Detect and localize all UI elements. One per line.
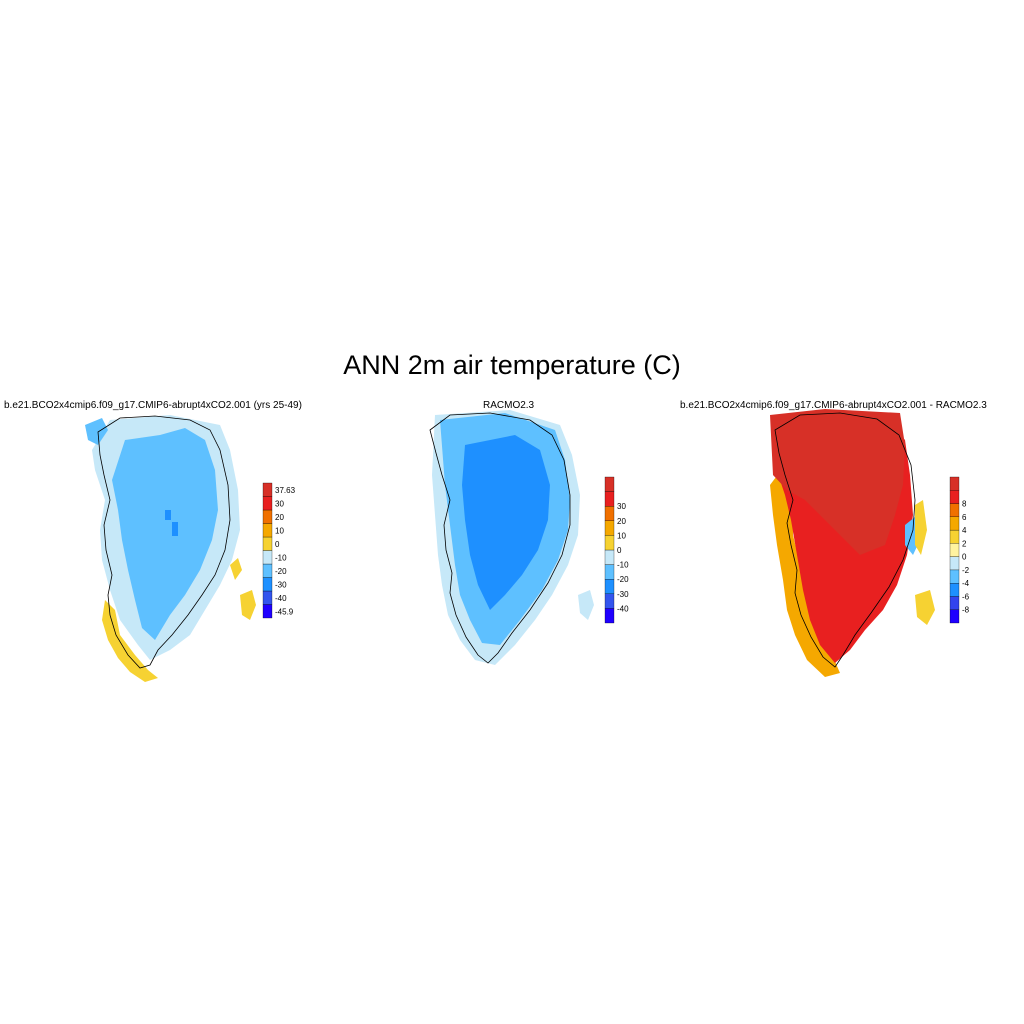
interior-cold-region — [112, 428, 218, 640]
colorbar-swatch — [949, 476, 960, 491]
figure-title: ANN 2m air temperature (C) — [343, 350, 681, 380]
eastern-warm-fringe — [230, 558, 242, 580]
colorbar-tick-label: 6 — [962, 513, 967, 522]
colorbar-tick-label: -8 — [962, 606, 970, 615]
colorbar-swatch — [949, 529, 960, 544]
map-panel-racmo: -40 -30 -20 -10 0 10 20 30 — [429, 410, 629, 665]
colorbar: -8 -6 -4 -2 0 2 4 6 8 — [949, 476, 970, 624]
coldest-cell — [165, 510, 171, 520]
colorbar-tick-label: 4 — [962, 526, 967, 535]
colorbar-swatch — [262, 482, 273, 497]
colorbar-tick-label: 30 — [275, 499, 284, 508]
colorbar-tick-label: -30 — [617, 590, 629, 599]
colorbar-swatch — [262, 577, 273, 592]
colorbar-swatch — [604, 520, 615, 536]
colorbar-swatch — [604, 593, 615, 609]
colorbar-swatch — [949, 569, 960, 584]
colorbar-tick-label: -30 — [275, 580, 287, 589]
colorbar-swatch — [604, 535, 615, 551]
colorbar: -40 -30 -20 -10 0 10 20 30 — [604, 476, 629, 624]
colorbar-swatch — [262, 604, 273, 619]
colorbar-swatch — [949, 556, 960, 571]
colorbar-swatch — [604, 506, 615, 521]
colorbar-swatch — [262, 536, 273, 551]
colorbar-swatch — [604, 476, 615, 492]
greenland-field — [432, 410, 594, 665]
colorbar-tick-label: -40 — [275, 594, 287, 603]
southern-warm-fringe — [102, 600, 158, 682]
panel-2-subtitle: RACMO2.3 — [483, 400, 535, 411]
colorbar-swatch — [949, 503, 960, 517]
colorbar-swatch — [949, 596, 960, 610]
colorbar-tick-label: 8 — [962, 500, 967, 509]
colorbar-swatch — [604, 564, 615, 580]
colorbar-tick-label: -40 — [617, 604, 629, 613]
southeast-island — [915, 590, 935, 625]
colorbar-swatch — [949, 543, 960, 557]
colorbar-swatch — [604, 608, 615, 624]
coastline — [774, 412, 916, 668]
greenland-field — [770, 409, 935, 677]
colorbar-swatch — [604, 549, 615, 565]
colorbar-tick-label: -20 — [275, 567, 287, 576]
colorbar-tick-label: -10 — [275, 553, 287, 562]
panel-1-subtitle: b.e21.BCO2x4cmip6.f09_g17.CMIP6-abrupt4x… — [4, 400, 302, 411]
colorbar-swatch — [949, 609, 960, 624]
coastline — [97, 415, 231, 669]
coldest-cell — [172, 522, 178, 536]
colorbar-tick-label: 37.63 — [275, 486, 296, 495]
colorbar-swatch — [604, 579, 615, 594]
colorbar-tick-label: -2 — [962, 566, 970, 575]
colorbar-tick-label: -20 — [617, 575, 629, 584]
colorbar-tick-label: 0 — [275, 540, 280, 549]
colorbar-tick-label: 10 — [617, 531, 626, 540]
panel-3-subtitle: b.e21.BCO2x4cmip6.f09_g17.CMIP6-abrupt4x… — [680, 400, 987, 411]
colorbar: -45.9 -40 -30 -20 -10 0 10 20 30 37.63 — [262, 482, 296, 619]
map-panel-difference: -8 -6 -4 -2 0 2 4 6 8 — [770, 409, 970, 677]
map-panel-model: -45.9 -40 -30 -20 -10 0 10 20 30 37.63 — [85, 415, 296, 682]
colorbar-swatch — [262, 590, 273, 605]
colorbar-tick-label: 10 — [275, 526, 284, 535]
eastern-yellow-strip — [915, 500, 927, 555]
coastline — [429, 412, 571, 664]
colorbar-swatch — [949, 516, 960, 531]
colorbar-tick-label: -45.9 — [275, 607, 294, 616]
interior-region-cold — [462, 435, 550, 610]
colorbar-swatch — [262, 523, 273, 538]
southeast-island — [240, 590, 256, 620]
colorbar-tick-label: 20 — [275, 513, 284, 522]
colorbar-swatch — [604, 491, 615, 507]
colorbar-tick-label: 20 — [617, 517, 626, 526]
colorbar-tick-label: 0 — [617, 546, 622, 555]
colorbar-tick-label: 2 — [962, 539, 967, 548]
margin-orange-band — [770, 465, 840, 677]
colorbar-swatch — [262, 496, 273, 511]
colorbar-tick-label: -6 — [962, 592, 970, 601]
greenland-field — [85, 415, 256, 682]
colorbar-swatch — [949, 490, 960, 504]
colorbar-swatch — [949, 583, 960, 597]
colorbar-tick-label: -4 — [962, 579, 970, 588]
northwest-margin — [85, 418, 108, 445]
warmest-core — [770, 409, 905, 555]
colorbar-swatch — [262, 550, 273, 565]
colorbar-tick-label: 0 — [962, 553, 967, 562]
colorbar-swatch — [262, 509, 273, 524]
southeast-island — [578, 590, 594, 620]
colorbar-swatch — [262, 563, 273, 578]
colorbar-tick-label: -10 — [617, 561, 629, 570]
colorbar-tick-label: 30 — [617, 502, 626, 511]
